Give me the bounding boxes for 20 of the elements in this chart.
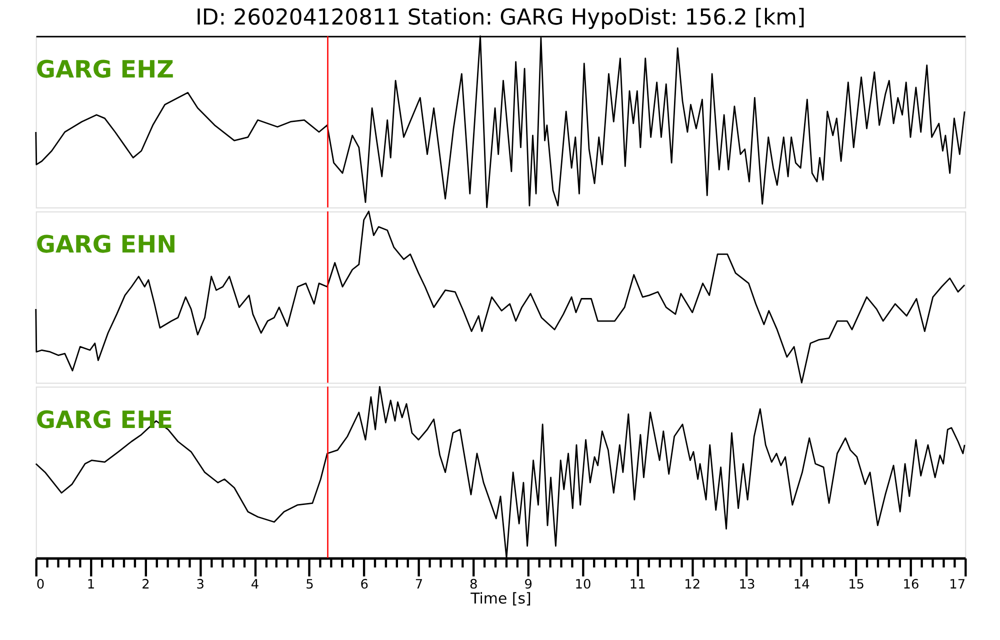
x-tick-label: 10 xyxy=(574,577,592,592)
x-tick-label: 1 xyxy=(86,577,96,592)
x-tick-label: 16 xyxy=(902,577,920,592)
x-tick-label: 3 xyxy=(196,577,204,592)
x-tick-label: 12 xyxy=(684,577,701,592)
x-tick-label: 0 xyxy=(36,577,45,592)
x-tick-label: 5 xyxy=(306,577,314,592)
series-label: GARG EHN xyxy=(36,230,177,259)
chart-title: ID: 260204120811 Station: GARG HypoDist: 156.2 [km] xyxy=(195,5,806,30)
x-tick-label: 13 xyxy=(738,577,756,592)
x-tick-label: 15 xyxy=(848,577,865,592)
x-tick-label: 14 xyxy=(793,577,810,592)
series-label: GARG EHE xyxy=(36,406,173,434)
x-tick-label: 6 xyxy=(360,577,368,592)
series-label: GARG EHZ xyxy=(36,55,174,84)
x-tick-label: 11 xyxy=(629,577,646,592)
x-tick-label: 7 xyxy=(414,577,424,592)
x-tick-label: 17 xyxy=(949,577,966,592)
x-tick-label: 4 xyxy=(250,577,260,592)
x-tick-label: 2 xyxy=(142,577,150,592)
